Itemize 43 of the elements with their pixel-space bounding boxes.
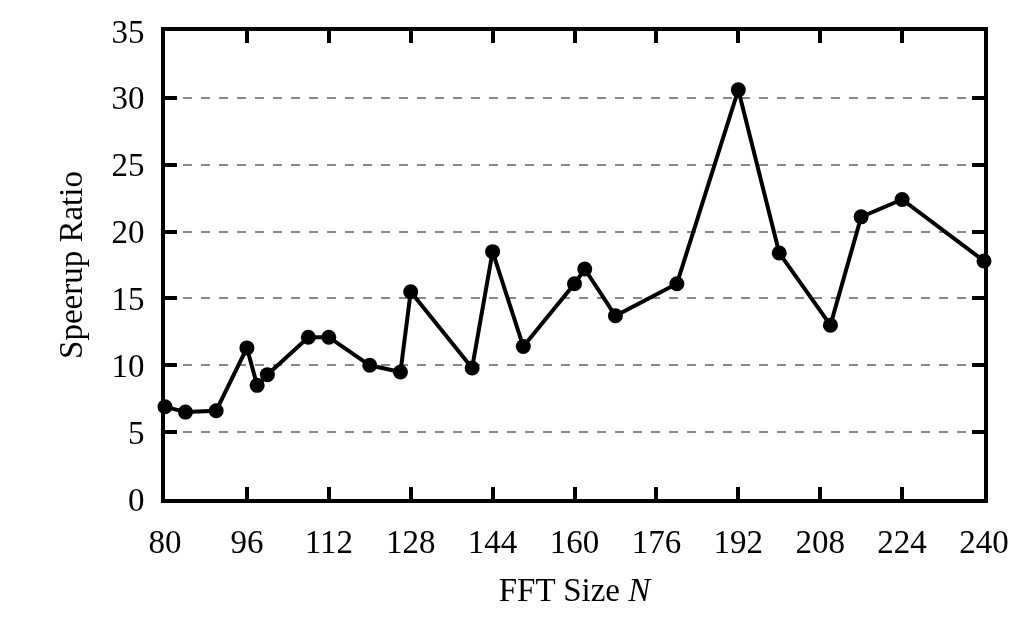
y-axis-title: Speerup Ratio	[52, 171, 89, 359]
point	[239, 340, 255, 356]
point	[392, 364, 408, 380]
y-tick-label: 15	[111, 280, 145, 317]
point	[177, 404, 193, 420]
y-tick-label: 20	[111, 214, 145, 251]
point	[362, 357, 378, 373]
point	[822, 317, 838, 333]
x-tick-label: 160	[549, 523, 600, 560]
x-tick-label: 112	[304, 523, 353, 560]
x-tick-label: 240	[959, 523, 1009, 560]
x-tick-label: 128	[385, 523, 436, 560]
x-tick-label: 96	[230, 523, 264, 560]
point	[321, 329, 337, 345]
point	[577, 261, 593, 277]
point	[853, 209, 869, 225]
y-tick-label: 0	[127, 481, 145, 518]
x-tick-label: 176	[631, 523, 682, 560]
point	[515, 339, 531, 355]
point	[894, 191, 910, 207]
point	[403, 284, 419, 300]
y-tick-label: 10	[111, 347, 145, 384]
point	[771, 245, 787, 261]
point	[607, 308, 623, 324]
point	[485, 244, 501, 260]
y-tick-label: 35	[111, 13, 145, 50]
point	[300, 329, 316, 345]
x-tick-label: 80	[148, 523, 182, 560]
x-axis-title: FFT Size N	[498, 571, 653, 608]
point	[567, 276, 582, 292]
point	[730, 82, 746, 98]
y-tick-label: 5	[127, 414, 145, 451]
y-tick-label: 30	[111, 80, 145, 117]
point	[208, 403, 224, 419]
x-tick-label: 208	[795, 523, 845, 560]
x-tick-label: 224	[877, 523, 927, 560]
point	[669, 276, 685, 292]
point	[464, 360, 480, 376]
x-tick-label: 192	[713, 523, 764, 560]
x-tick-label: 144	[467, 523, 518, 560]
point	[259, 367, 275, 383]
point	[249, 377, 265, 393]
y-tick-label: 25	[111, 147, 145, 184]
